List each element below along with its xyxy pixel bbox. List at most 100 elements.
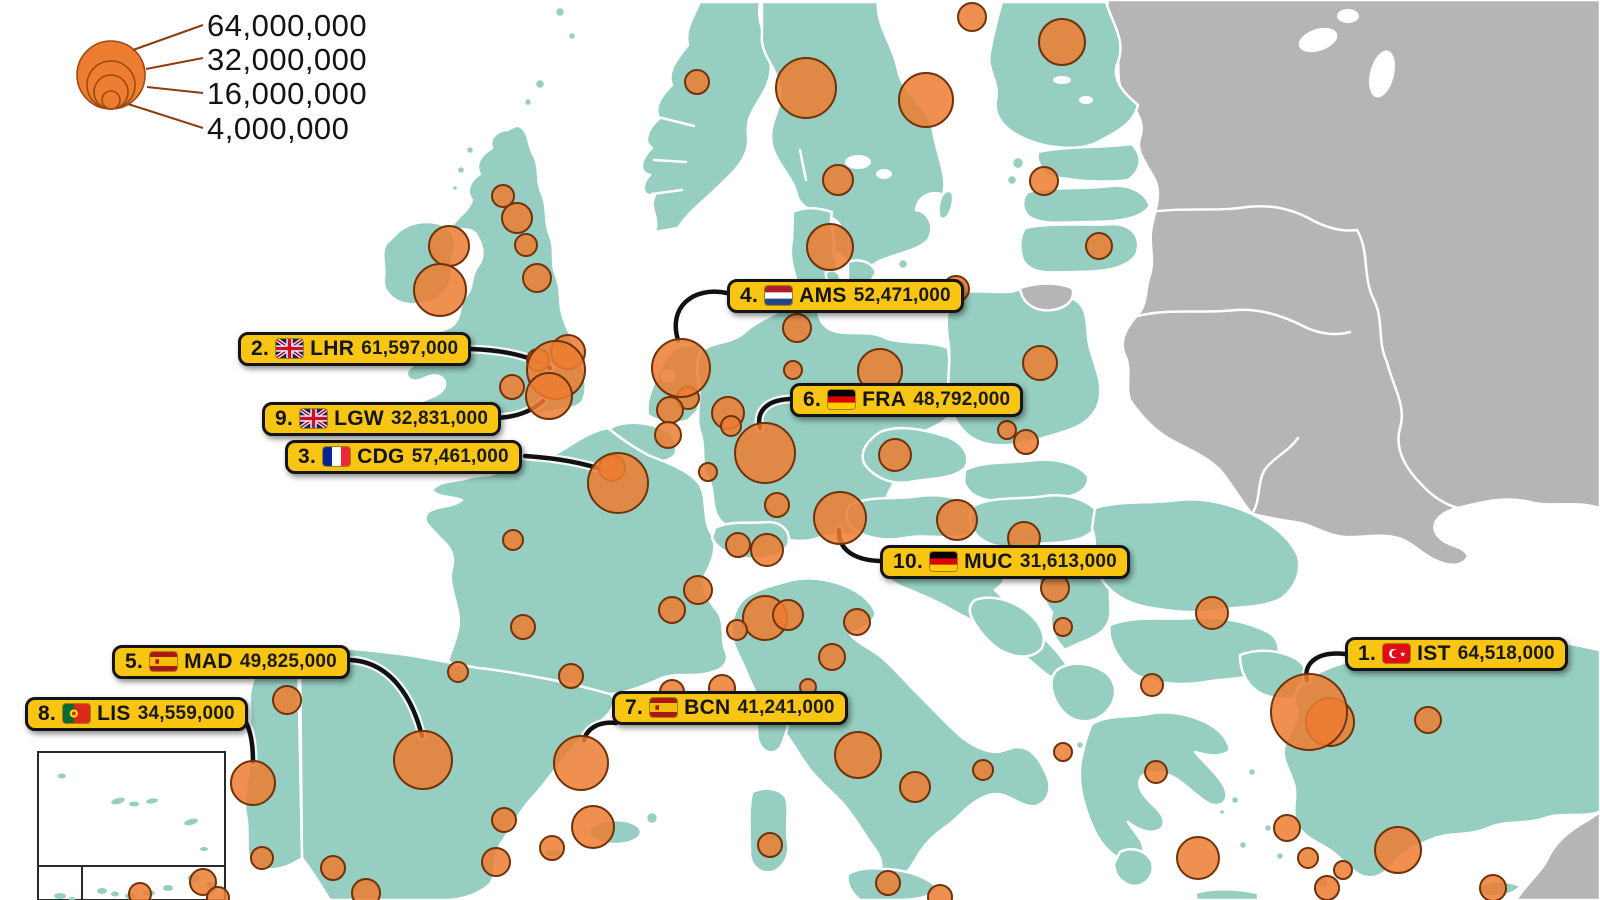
city-bubble [481, 847, 511, 877]
city-bubble [1297, 847, 1319, 869]
city-bubble [782, 313, 812, 343]
corfu [1074, 739, 1086, 751]
aegean-island-3 [1262, 822, 1274, 834]
city-bubble [764, 492, 790, 518]
city-bubble [857, 348, 903, 394]
belarus-ukraine-border [1136, 308, 1352, 336]
russia-belarus-ukraine-landmass [1105, 0, 1600, 566]
airport-bubble-lis [230, 760, 276, 806]
airport-bubble-bcn [553, 735, 609, 791]
shetland [553, 5, 567, 19]
city-bubble [514, 233, 538, 257]
estonian-island-2 [1005, 173, 1019, 187]
bosnia [968, 596, 1045, 658]
inset-azores [37, 751, 226, 867]
city-bubble [1333, 860, 1353, 880]
city-bubble [1038, 18, 1086, 66]
airport-bubble-fra [734, 422, 796, 484]
legend-value-4m: 4,000,000 [207, 111, 350, 146]
city-bubble [898, 72, 954, 128]
city-bubble [708, 674, 736, 702]
airport-bubble-muc [813, 491, 867, 545]
city-bubble [491, 184, 515, 208]
airport-bubble-ams [651, 338, 711, 398]
lake-small [1337, 9, 1359, 23]
city-bubble [206, 886, 230, 900]
levant [1514, 810, 1600, 900]
city-bubble [656, 396, 684, 424]
finnish-lake-2 [1079, 96, 1093, 104]
city-bubble [683, 575, 713, 605]
muted-land-layer [1105, 0, 1600, 566]
turkey-anatolia [1282, 638, 1600, 879]
city-bubble [1022, 345, 1058, 381]
city-bubble [843, 608, 871, 636]
denmark-funen [824, 269, 842, 285]
airport-bubble-mad [393, 730, 453, 790]
menorca [644, 810, 660, 826]
fjord [660, 116, 696, 128]
aegean-island [1229, 794, 1241, 806]
sardinia [748, 787, 790, 874]
city-bubble [501, 202, 533, 234]
city-bubble [502, 529, 524, 551]
fjord-3 [650, 188, 684, 196]
hebrides [464, 144, 476, 156]
city-bubble [250, 846, 274, 870]
city-bubble [413, 263, 467, 317]
city-bubble [942, 275, 970, 303]
france [424, 426, 729, 696]
bornholm [896, 257, 910, 271]
corsica [755, 697, 790, 754]
albania-macedonia [1050, 662, 1117, 723]
city-bubble [772, 599, 804, 631]
city-bubble [272, 685, 302, 715]
city-bubble [818, 643, 846, 671]
lake-vattern [876, 169, 892, 179]
orkney [533, 77, 547, 91]
orkney-2 [522, 96, 534, 108]
city-bubble [997, 420, 1017, 440]
city-bubble [684, 69, 710, 95]
city-bubble [558, 663, 584, 689]
denmark-zealand [846, 259, 878, 289]
city-bubble [1040, 573, 1070, 603]
city-bubble [1176, 836, 1220, 880]
city-bubble [499, 374, 525, 400]
city-bubble [725, 532, 751, 558]
city-bubble [1140, 673, 1164, 697]
estonian-island [1010, 155, 1026, 171]
city-bubble [899, 771, 931, 803]
city-bubble [822, 164, 854, 196]
lake-onega [1368, 50, 1396, 98]
slovakia [962, 458, 1090, 502]
russia-ukraine-border [1355, 228, 1460, 510]
city-bubble [878, 438, 912, 472]
legend-line-4m [127, 103, 204, 129]
callout-line-mad [347, 657, 425, 739]
city-bubble [1053, 742, 1073, 762]
moldova-border [1250, 436, 1300, 516]
oslofjord [798, 148, 808, 182]
kaliningrad [1018, 282, 1075, 312]
sweden [760, 0, 946, 280]
city-bubble [1013, 429, 1039, 455]
city-bubble [972, 759, 994, 781]
city-bubble [1053, 617, 1073, 637]
city-bubble [936, 499, 978, 541]
city-bubble [659, 679, 685, 705]
lake-ladoga [1298, 27, 1338, 53]
city-bubble [1029, 166, 1059, 196]
city-bubble [1273, 814, 1301, 842]
city-bubble [447, 661, 469, 683]
callout-casing-ams [671, 287, 732, 345]
aegean-island-2 [1246, 766, 1258, 778]
legend-circle-3 [101, 90, 121, 110]
city-bubble [1414, 706, 1442, 734]
city-bubble [522, 263, 552, 293]
city-bubble [539, 835, 565, 861]
shetland-2 [566, 30, 578, 42]
hebrides-3 [450, 183, 460, 193]
city-bubble [750, 533, 784, 567]
